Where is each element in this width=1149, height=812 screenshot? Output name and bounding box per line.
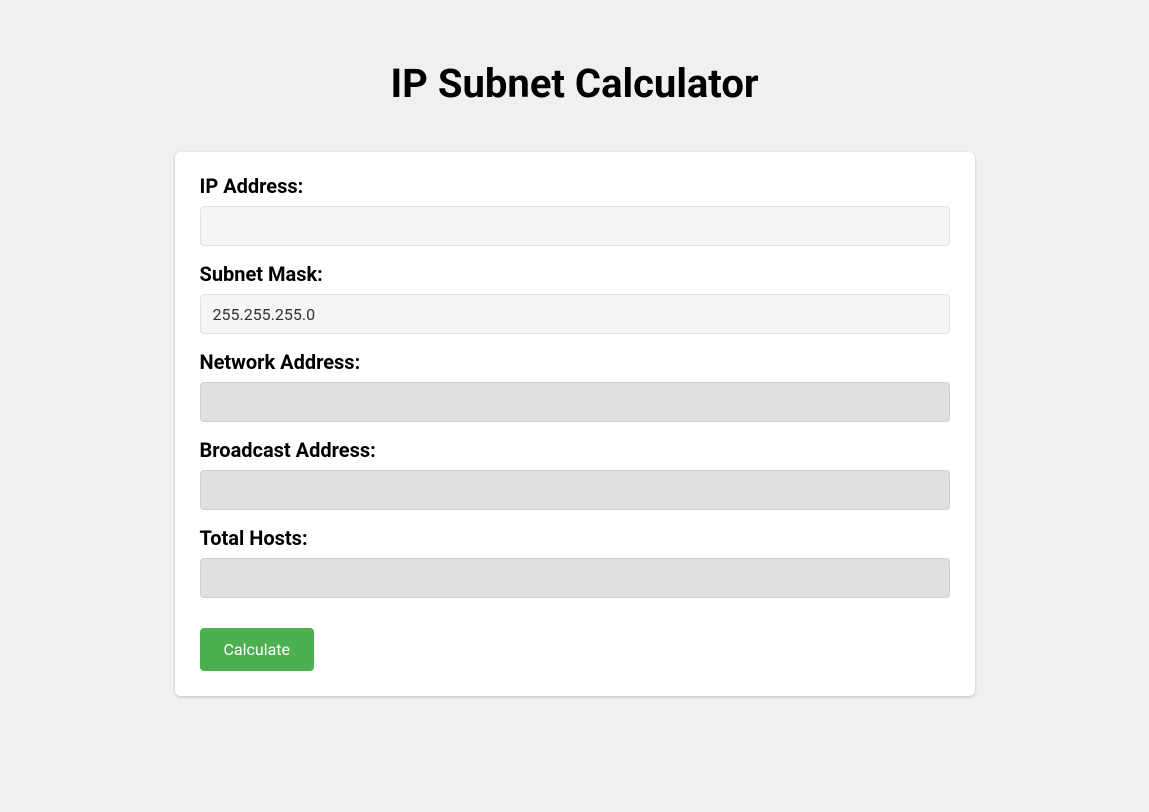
subnet-mask-input[interactable] <box>200 294 950 334</box>
broadcast-address-label: Broadcast Address: <box>200 438 950 462</box>
main-container: IP Subnet Calculator IP Address: Subnet … <box>175 60 975 696</box>
network-address-group: Network Address: <box>200 350 950 422</box>
total-hosts-output <box>200 558 950 598</box>
ip-address-input[interactable] <box>200 206 950 246</box>
subnet-mask-group: Subnet Mask: <box>200 262 950 334</box>
subnet-mask-label: Subnet Mask: <box>200 262 950 286</box>
network-address-label: Network Address: <box>200 350 950 374</box>
total-hosts-label: Total Hosts: <box>200 526 950 550</box>
network-address-output <box>200 382 950 422</box>
ip-address-group: IP Address: <box>200 174 950 246</box>
calculate-button[interactable]: Calculate <box>200 628 315 671</box>
page-title: IP Subnet Calculator <box>175 60 975 107</box>
broadcast-address-output <box>200 470 950 510</box>
broadcast-address-group: Broadcast Address: <box>200 438 950 510</box>
calculator-card: IP Address: Subnet Mask: Network Address… <box>175 152 975 696</box>
total-hosts-group: Total Hosts: <box>200 526 950 598</box>
ip-address-label: IP Address: <box>200 174 950 198</box>
